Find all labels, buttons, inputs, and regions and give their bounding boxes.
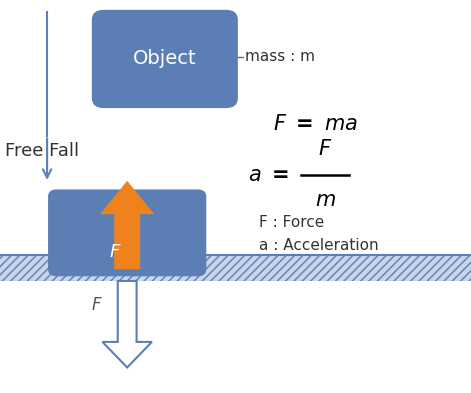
Text: $\mathbf{\mathit{F}\ =\ \mathit{ma}}$: $\mathbf{\mathit{F}\ =\ \mathit{ma}}$	[273, 114, 358, 134]
FancyBboxPatch shape	[48, 189, 206, 276]
Text: Free Fall: Free Fall	[5, 142, 79, 160]
Bar	[0, 255, 471, 281]
Polygon shape	[100, 181, 154, 269]
Text: mass : m: mass : m	[245, 50, 315, 64]
Text: $\mathit{F}$: $\mathit{F}$	[91, 296, 102, 314]
Text: $\mathbf{\mathit{F}}$: $\mathbf{\mathit{F}}$	[318, 140, 332, 159]
FancyBboxPatch shape	[92, 10, 238, 108]
Text: $\mathit{F}$: $\mathit{F}$	[109, 242, 122, 261]
Text: F : Force: F : Force	[259, 215, 325, 230]
Polygon shape	[103, 281, 152, 367]
Text: a : Acceleration: a : Acceleration	[259, 238, 379, 253]
Text: Object: Object	[133, 50, 197, 68]
Text: $\mathbf{\mathit{m}}$: $\mathbf{\mathit{m}}$	[315, 191, 335, 210]
Text: $\mathbf{\mathit{a}\ =}$: $\mathbf{\mathit{a}\ =}$	[248, 165, 289, 185]
